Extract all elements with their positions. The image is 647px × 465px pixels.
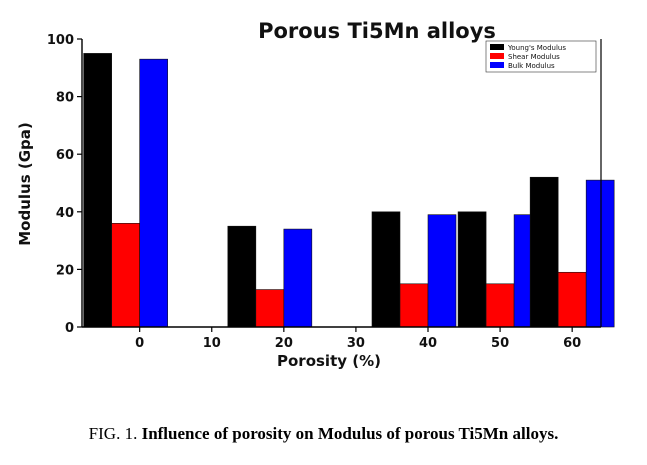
bar-1-1 xyxy=(255,289,285,328)
y-tick-label: 20 xyxy=(56,263,74,278)
chart-title: Porous Ti5Mn alloys xyxy=(258,19,496,43)
bar-1-2 xyxy=(399,283,429,328)
y-tick-label: 0 xyxy=(65,321,74,336)
chart: Porous Ti5Mn alloys Modulus (Gpa) Porosi… xyxy=(16,19,615,370)
bar-1-0 xyxy=(111,223,140,328)
bar-0-0 xyxy=(83,53,112,328)
y-tick-label: 80 xyxy=(56,91,74,106)
bar-1-4 xyxy=(557,271,587,328)
bar-1-3 xyxy=(485,283,515,328)
bar-2-1 xyxy=(283,228,313,328)
legend-swatch xyxy=(490,44,504,50)
chart-svg: Porous Ti5Mn alloys Modulus (Gpa) Porosi… xyxy=(16,19,615,370)
legend-swatch xyxy=(490,62,504,68)
caption-text: Influence of porosity on Modulus of poro… xyxy=(141,424,559,443)
x-axis-label: Porosity (%) xyxy=(277,352,381,370)
x-tick-label: 0 xyxy=(135,336,144,351)
y-axis-label: Modulus (Gpa) xyxy=(16,122,34,246)
axes-layer: 0 20 40 60 80 100 0 10 20 30 40 50 60 xyxy=(47,33,602,351)
x-tick-label: 10 xyxy=(203,336,221,351)
bar-2-4 xyxy=(585,179,615,328)
y-tick-label: 40 xyxy=(56,206,74,221)
x-tick-label: 50 xyxy=(491,336,509,351)
bar-0-2 xyxy=(371,211,401,328)
bar-0-4 xyxy=(529,176,559,328)
legend-swatch xyxy=(490,53,504,59)
y-tick-label: 60 xyxy=(56,148,74,163)
bar-0-1 xyxy=(227,225,257,328)
bar-0-3 xyxy=(457,211,487,328)
legend-label: Young's Modulus xyxy=(507,44,566,52)
bar-2-2 xyxy=(427,214,457,328)
x-tick-label: 20 xyxy=(275,336,293,351)
x-tick-label: 30 xyxy=(347,336,365,351)
legend-label: Shear Modulus xyxy=(508,53,560,61)
legend-box xyxy=(485,40,597,73)
y-tick-label: 100 xyxy=(47,33,74,48)
bar-2-0 xyxy=(139,58,168,328)
bars-layer xyxy=(83,53,615,328)
figure-caption: FIG. 1. Influence of porosity on Modulus… xyxy=(0,424,647,444)
x-tick-label: 60 xyxy=(563,336,581,351)
caption-label: FIG. 1. xyxy=(88,424,138,443)
x-tick-label: 40 xyxy=(419,336,437,351)
legend-label: Bulk Modulus xyxy=(508,62,555,70)
